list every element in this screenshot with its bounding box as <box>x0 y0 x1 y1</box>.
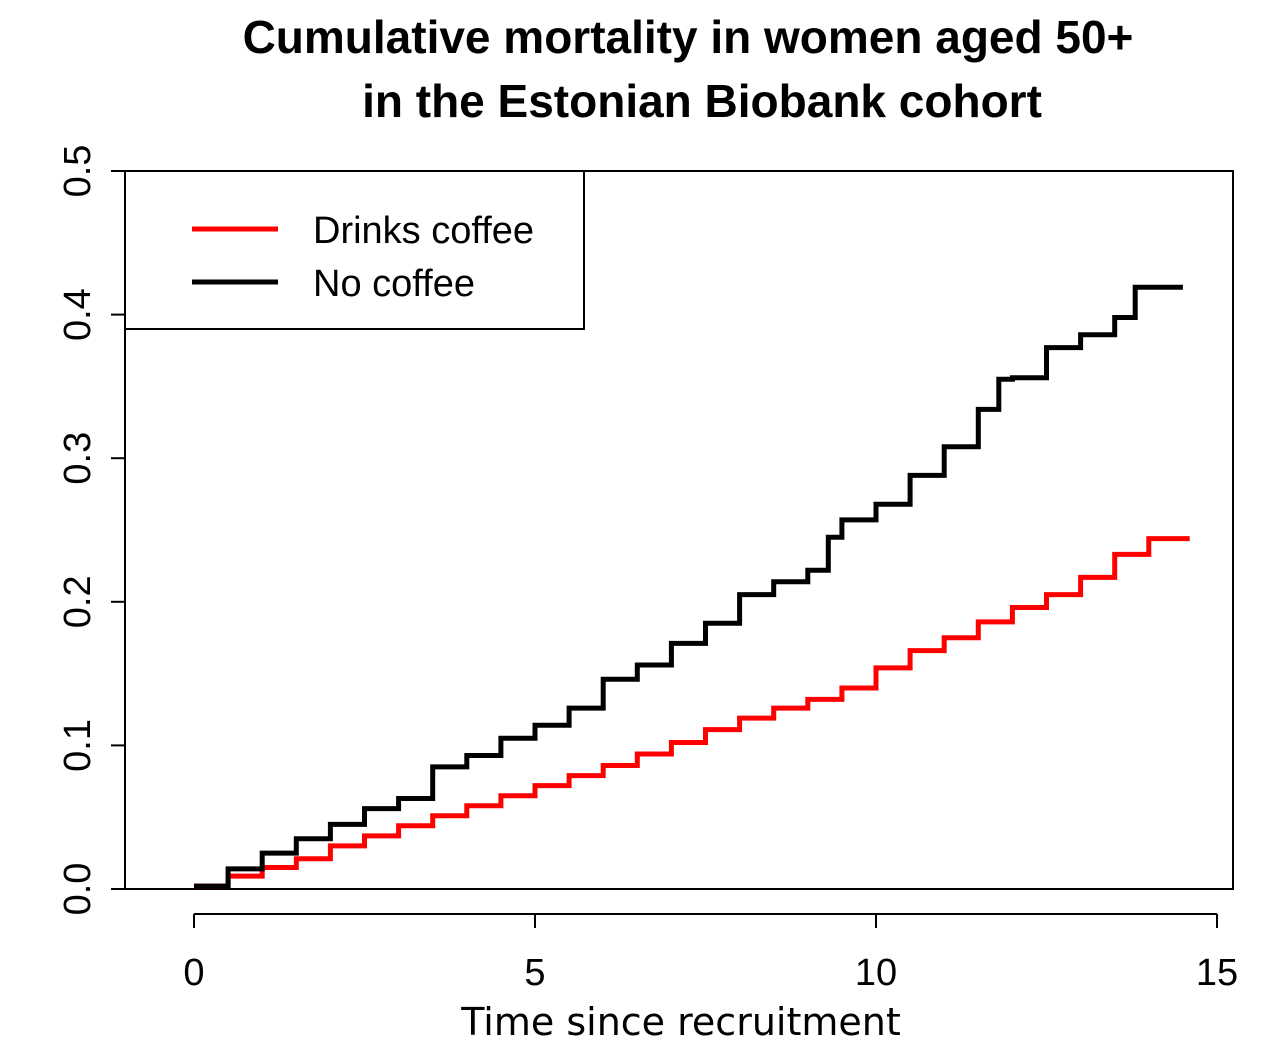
chart-title-line-1: Cumulative mortality in women aged 50+ <box>243 11 1134 63</box>
x-tick-label: 10 <box>855 952 897 994</box>
legend: Drinks coffee No coffee <box>124 170 585 330</box>
legend-label-no-coffee: No coffee <box>313 263 475 305</box>
y-axis: 0.0 0.1 0.2 0.3 0.4 0.5 <box>57 145 125 916</box>
x-tick-label: 15 <box>1196 952 1238 994</box>
x-tick-label: 5 <box>524 952 545 994</box>
x-axis-title: Time since recruitment <box>460 1000 900 1044</box>
x-tick-label: 0 <box>183 952 204 994</box>
y-tick-label: 0.4 <box>57 288 99 341</box>
legend-box <box>124 170 585 330</box>
series-line-drinks-coffee <box>194 536 1190 889</box>
y-tick-label: 0.2 <box>57 575 99 628</box>
series-layer <box>194 284 1190 889</box>
series-line-no-coffee <box>194 284 1183 889</box>
legend-label-drinks-coffee: Drinks coffee <box>313 210 534 252</box>
y-tick-label: 0.5 <box>57 145 99 198</box>
chart-title-line-2: in the Estonian Biobank cohort <box>362 75 1042 127</box>
y-tick-label: 0.3 <box>57 432 99 485</box>
y-tick-label: 0.0 <box>57 863 99 916</box>
plot-frame <box>124 170 1234 890</box>
x-axis: 0 5 10 15 <box>183 913 1238 994</box>
y-tick-label: 0.1 <box>57 719 99 772</box>
